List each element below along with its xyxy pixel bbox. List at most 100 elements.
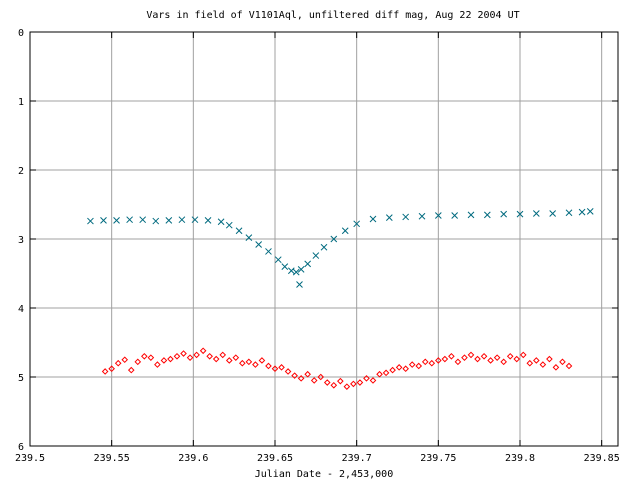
y-axis: 0 1 2 3 4 5 6 <box>18 28 618 453</box>
data-point-diamond <box>134 358 142 366</box>
data-point-diamond <box>356 379 364 386</box>
data-point-diamond <box>271 365 279 373</box>
data-point-diamond <box>239 359 246 367</box>
data-point-diamond <box>363 375 370 382</box>
y-tick-label: 5 <box>18 373 24 384</box>
data-point-cross <box>139 216 147 224</box>
data-point-diamond <box>454 358 462 366</box>
data-point-diamond <box>173 352 181 360</box>
data-point-cross <box>402 213 410 221</box>
data-point-diamond <box>180 350 187 357</box>
x-tick-label: 239.5 <box>15 453 45 464</box>
data-point-diamond <box>219 351 227 359</box>
data-point-diamond <box>408 361 416 368</box>
data-point-cross <box>500 210 508 218</box>
data-point-diamond <box>206 352 213 360</box>
data-point-diamond <box>186 354 194 361</box>
data-point-cross <box>385 214 393 221</box>
data-point-diamond <box>415 362 423 370</box>
data-point-diamond <box>199 347 207 355</box>
data-point-diamond <box>552 364 560 371</box>
data-point-diamond <box>513 355 521 363</box>
data-point-diamond <box>448 352 455 360</box>
data-point-cross <box>312 252 320 259</box>
data-point-diamond <box>350 380 357 388</box>
data-point-cross <box>549 210 557 217</box>
data-point-cross <box>434 212 442 219</box>
data-point-diamond <box>506 352 514 360</box>
data-point-diamond <box>127 366 135 374</box>
data-point-cross <box>235 227 243 235</box>
data-point-diamond <box>167 355 174 363</box>
data-point-diamond <box>441 355 449 363</box>
x-axis: 239.5 239.55 239.6 239.65 239.7 239.75 239.8 23… <box>15 32 620 464</box>
data-point-cross <box>165 217 173 224</box>
data-point-cross <box>483 211 491 219</box>
data-point-cross <box>586 208 594 215</box>
data-point-diamond <box>559 358 566 366</box>
data-point-cross <box>516 210 524 218</box>
data-point-diamond <box>539 361 547 368</box>
data-point-cross <box>330 235 338 243</box>
data-point-diamond <box>376 370 383 378</box>
data-point-diamond <box>284 368 292 375</box>
data-point-cross <box>113 217 120 224</box>
data-point-cross <box>578 208 586 216</box>
data-point-diamond <box>343 383 351 390</box>
data-point-diamond <box>101 368 109 375</box>
data-point-diamond <box>304 370 311 378</box>
x-tick-label: 239.75 <box>420 453 456 464</box>
x-tick-label: 239.55 <box>94 453 130 464</box>
data-point-cross <box>126 216 133 224</box>
data-point-diamond <box>461 354 468 361</box>
data-point-diamond <box>323 379 331 386</box>
grid <box>30 32 618 446</box>
data-point-diamond <box>121 356 129 364</box>
data-point-cross <box>287 267 295 275</box>
data-point-diamond <box>330 381 338 389</box>
data-point-cross <box>152 217 160 225</box>
data-point-cross <box>467 211 475 219</box>
data-point-diamond <box>193 351 200 359</box>
y-tick-label: 3 <box>18 235 24 246</box>
data-point-diamond <box>565 362 573 370</box>
data-point-cross <box>292 268 300 276</box>
data-point-cross <box>304 260 312 268</box>
data-point-cross <box>100 217 107 224</box>
data-point-cross <box>191 216 199 224</box>
data-point-diamond <box>369 377 377 384</box>
y-tick-label: 4 <box>18 304 24 315</box>
data-point-cross <box>274 256 282 264</box>
data-point-cross <box>255 241 263 248</box>
data-point-diamond <box>225 357 233 364</box>
data-point-diamond <box>402 365 409 373</box>
data-points <box>87 208 594 390</box>
data-point-diamond <box>108 365 115 373</box>
data-point-cross <box>265 248 272 255</box>
data-point-diamond <box>533 357 540 364</box>
x-tick-label: 239.7 <box>342 453 372 464</box>
data-point-diamond <box>546 355 553 363</box>
data-point-diamond <box>389 366 396 374</box>
data-point-diamond <box>480 352 488 360</box>
data-point-cross <box>451 212 459 219</box>
data-point-diamond <box>493 354 501 361</box>
data-point-diamond <box>310 377 318 384</box>
data-point-diamond <box>265 362 272 370</box>
data-point-diamond <box>382 369 390 377</box>
y-tick-label: 0 <box>18 28 24 39</box>
data-point-diamond <box>245 358 253 366</box>
x-tick-label: 239.65 <box>257 453 293 464</box>
data-point-cross <box>87 217 94 225</box>
data-point-diamond <box>500 358 507 366</box>
data-point-cross <box>565 209 573 217</box>
y-tick-label: 2 <box>18 166 24 177</box>
data-point-diamond <box>428 359 436 367</box>
data-point-cross <box>418 212 426 220</box>
x-tick-label: 239.8 <box>505 453 535 464</box>
y-tick-label: 1 <box>18 97 24 108</box>
data-point-diamond <box>291 372 298 379</box>
data-point-cross <box>320 243 328 251</box>
data-point-diamond <box>526 359 534 367</box>
data-point-diamond <box>487 357 494 364</box>
